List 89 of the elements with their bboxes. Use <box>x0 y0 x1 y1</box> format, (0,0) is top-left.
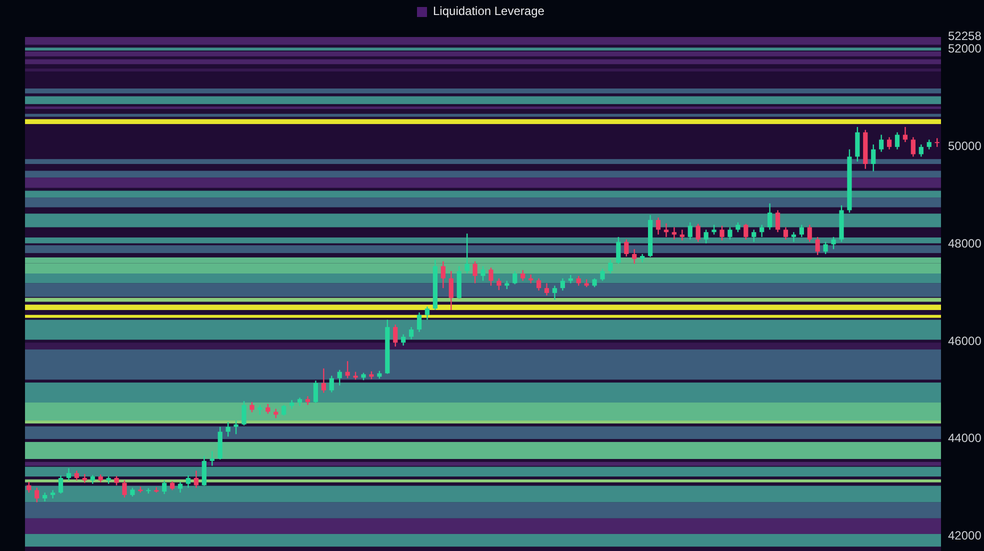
candlestick <box>480 266 486 282</box>
candlestick <box>902 126 908 143</box>
candlestick <box>560 278 565 292</box>
candlestick <box>496 278 502 291</box>
candlestick <box>926 139 932 150</box>
candlestick <box>767 202 772 230</box>
candlestick <box>823 241 828 255</box>
candlestick <box>736 222 740 233</box>
candlestick <box>393 324 398 348</box>
candlestick <box>752 229 756 242</box>
candlestick <box>210 450 214 466</box>
candlestick <box>266 403 270 414</box>
candlestick <box>416 312 422 333</box>
candlestick <box>744 223 748 240</box>
candlestick <box>74 470 80 482</box>
candlestick <box>226 421 230 438</box>
y-tick-label: 52000 <box>948 42 982 56</box>
candlestick <box>178 481 183 494</box>
y-tick-label: 50000 <box>948 139 982 154</box>
candlestick <box>656 216 661 236</box>
candlestick <box>632 248 637 264</box>
candlestick <box>528 274 534 284</box>
candlestick <box>791 232 796 242</box>
y-tick-label: 46000 <box>948 334 982 348</box>
y-tick-label: 52258 <box>948 29 982 44</box>
y-tick-label: 44000 <box>948 431 982 446</box>
candlestick <box>424 306 430 320</box>
candlestick <box>871 144 876 172</box>
candlestick <box>799 224 804 238</box>
candlestick <box>122 480 127 498</box>
candlestick <box>162 480 167 495</box>
candlestick <box>26 481 32 494</box>
candlestick <box>552 285 558 300</box>
candlestick <box>58 474 64 494</box>
candlestick <box>536 278 542 292</box>
candlestick <box>696 223 700 242</box>
candlestick <box>783 226 788 240</box>
candlestick <box>608 259 613 274</box>
candlestick <box>34 487 40 503</box>
candlestick <box>728 226 732 240</box>
candlestick <box>616 236 621 264</box>
candlestick <box>82 473 87 484</box>
candlestick <box>242 400 246 426</box>
candlestick <box>472 260 478 284</box>
candlestick <box>918 144 924 158</box>
candlestick <box>672 226 677 240</box>
candlestick <box>720 225 724 241</box>
candlestick <box>600 268 605 282</box>
candlestick <box>760 224 764 238</box>
legend-title: Liquidation Leverage <box>433 4 545 18</box>
candlestick <box>329 375 334 393</box>
candlestick <box>250 401 254 413</box>
candlestick <box>114 475 119 486</box>
candlestick <box>488 267 494 286</box>
candlestick <box>712 224 716 236</box>
candlestick <box>234 420 238 435</box>
candlestick <box>910 136 916 158</box>
candlestick <box>886 136 892 150</box>
candlestick <box>775 210 780 233</box>
candlestick <box>66 468 72 482</box>
candlestick <box>50 490 56 500</box>
candlestick <box>512 270 518 285</box>
y-tick-label: 48000 <box>948 236 982 250</box>
candlestick <box>544 282 550 296</box>
candlestick <box>624 238 629 258</box>
candlestick <box>448 270 454 311</box>
candlestick <box>464 232 470 274</box>
candlestick <box>664 222 669 238</box>
candlestick <box>680 229 684 241</box>
candlestick <box>815 236 820 256</box>
candlestick <box>704 229 708 244</box>
candlestick <box>576 275 581 286</box>
candlestick <box>879 134 884 152</box>
candlestick <box>807 224 812 242</box>
candlestick <box>194 470 199 488</box>
candlestick <box>186 474 191 488</box>
candlestick <box>440 260 446 289</box>
candlestick <box>282 404 286 416</box>
candlestick <box>321 368 326 394</box>
candlestick <box>313 380 318 404</box>
candlestick <box>401 334 406 346</box>
candlestick <box>520 269 526 282</box>
candlestick <box>688 222 692 240</box>
candlestick <box>831 236 836 250</box>
candlestick <box>337 369 342 386</box>
candlestick <box>894 132 900 150</box>
y-tick-label: 42000 <box>948 528 982 543</box>
candlestick <box>258 404 262 416</box>
candlestick <box>408 326 414 340</box>
